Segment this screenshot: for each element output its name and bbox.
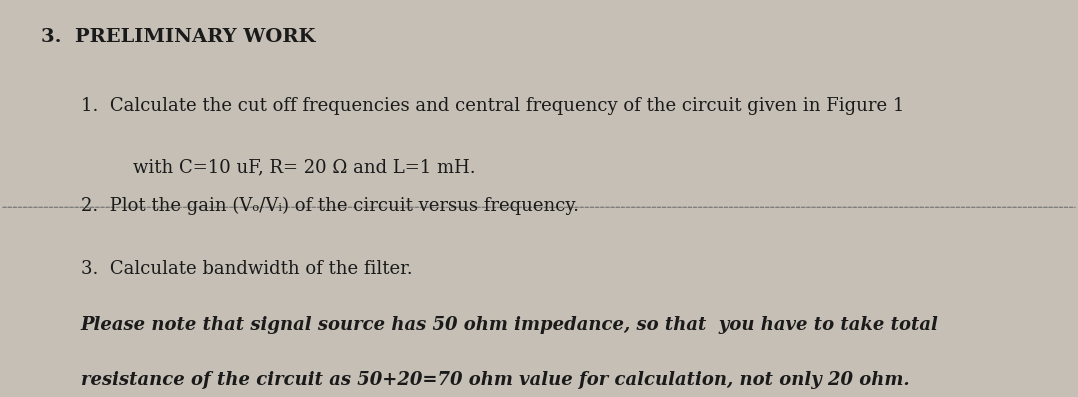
Text: 3.  PRELIMINARY WORK: 3. PRELIMINARY WORK bbox=[41, 28, 316, 46]
Text: 3.  Calculate bandwidth of the filter.: 3. Calculate bandwidth of the filter. bbox=[81, 260, 413, 278]
Text: resistance of the circuit as 50+20=70 ohm value for calculation, not only 20 ohm: resistance of the circuit as 50+20=70 oh… bbox=[81, 371, 910, 389]
Text: 1.  Calculate the cut off frequencies and central frequency of the circuit given: 1. Calculate the cut off frequencies and… bbox=[81, 97, 904, 115]
Text: with C=10 uF, R= 20 Ω and L=1 mH.: with C=10 uF, R= 20 Ω and L=1 mH. bbox=[133, 159, 475, 177]
Text: 2.  Plot the gain (Vₒ/Vᵢ) of the circuit versus frequency.: 2. Plot the gain (Vₒ/Vᵢ) of the circuit … bbox=[81, 197, 579, 215]
Text: Please note that signal source has 50 ohm impedance, so that  you have to take t: Please note that signal source has 50 oh… bbox=[81, 316, 939, 333]
